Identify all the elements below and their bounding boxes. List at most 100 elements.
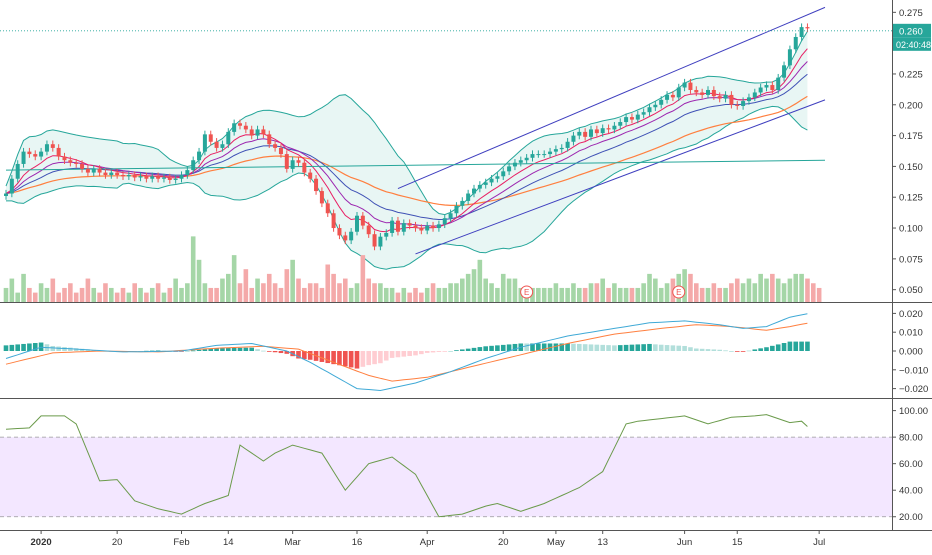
volume-bar (296, 278, 301, 302)
volume-bar (460, 278, 465, 302)
volume-bar (805, 278, 810, 302)
candle-body (243, 125, 248, 130)
macd-histogram-bar (378, 351, 383, 364)
axis-tick-label: 60.00 (899, 459, 923, 470)
volume-bar (787, 278, 793, 302)
macd-histogram-bar (190, 350, 196, 352)
macd-histogram-bar (612, 345, 617, 351)
macd-histogram-bar (694, 348, 699, 351)
volume-bar (173, 278, 178, 302)
candle-body (349, 231, 354, 241)
volume-bar (705, 287, 711, 302)
price-axis-ticks: 0.2750.2500.2250.2000.1750.1500.1250.100… (892, 8, 923, 296)
candle-body (466, 193, 471, 201)
macd-histogram-bar (553, 343, 559, 351)
macd-histogram-bar (764, 347, 769, 351)
candle-body (314, 178, 319, 192)
macd-histogram-bar (237, 347, 243, 351)
candle-body (161, 177, 166, 179)
volume-bar (161, 292, 167, 302)
volume-bar (38, 283, 44, 302)
candle-body (220, 144, 225, 148)
volume-bar (770, 273, 775, 302)
ema-fast-line (5, 48, 808, 233)
volume-bar (190, 236, 196, 302)
time-tick-label: 20 (498, 537, 509, 548)
bollinger-bands (5, 31, 808, 270)
volume-bar (360, 255, 366, 302)
macd-histogram-bar (284, 351, 290, 354)
axis-tick-label: 0.275 (899, 8, 923, 19)
macd-histogram-bar (617, 345, 623, 351)
volume-bar (68, 283, 73, 302)
macd-histogram-bar (343, 351, 348, 367)
macd-histogram-bar (495, 345, 500, 351)
axis-tick-label: 0.150 (899, 162, 923, 173)
candle-body (536, 154, 541, 156)
earnings-marker-circle (520, 285, 534, 299)
price-tag: 0.260 02:40:48 (893, 23, 931, 51)
earnings-marker: E (520, 285, 534, 299)
macd-histogram-bar (717, 349, 722, 351)
axis-tick-label: 0.020 (899, 309, 923, 320)
time-tick-label: 2020 (31, 537, 52, 548)
macd-histogram-bar (781, 343, 787, 351)
volume-bar (407, 292, 412, 302)
candle-body (629, 117, 634, 120)
macd-histogram-bar (319, 351, 325, 362)
candle-body (805, 27, 810, 29)
macd-histogram-bar (454, 350, 459, 352)
macd-histogram-bar (214, 348, 219, 351)
axis-tick-label: 0.075 (899, 254, 923, 265)
candle-body (109, 172, 114, 176)
volume-bar (220, 278, 225, 302)
candle-body (665, 94, 670, 100)
macd-histogram-bar (734, 351, 740, 352)
volume-bar (465, 273, 471, 302)
candle-body (173, 178, 178, 180)
volume-bar (290, 259, 295, 302)
macd-histogram-bar (278, 351, 284, 354)
candle-body (290, 160, 295, 169)
macd-histogram-bar (653, 344, 658, 351)
macd-histogram-bar (354, 351, 360, 369)
volume-bar (629, 287, 635, 302)
macd-histogram-bar (770, 345, 775, 351)
volume-bar (781, 283, 787, 302)
candle-body (472, 188, 476, 194)
macd-histogram-bar (752, 349, 758, 351)
candle-body (565, 141, 570, 148)
price-tag-countdown: 02:40:48 (896, 40, 931, 50)
macd-histogram-bar (588, 344, 594, 351)
candle-body (33, 154, 38, 157)
volume-bar (15, 292, 20, 302)
candle-body (284, 154, 289, 169)
volume-bar (413, 287, 418, 302)
macd-histogram-bar (524, 343, 529, 351)
earnings-marker-label: E (676, 288, 681, 297)
candle-body (62, 156, 67, 161)
candle-body (571, 135, 576, 142)
candle-body (273, 144, 278, 148)
axis-tick-label: 100.00 (899, 406, 928, 417)
macd-histogram-bar (3, 345, 9, 351)
macd-histogram-bar (465, 348, 471, 351)
candle-body (787, 49, 792, 66)
macd-histogram-bar (606, 345, 611, 351)
macd-histogram-bar (395, 351, 401, 358)
volume-bar (138, 287, 143, 302)
time-tick-label: Mar (284, 537, 300, 548)
volume-bar (56, 292, 61, 302)
macd-histogram-bar (483, 346, 488, 351)
macd-histogram-bar (477, 347, 483, 351)
volume-bar (307, 283, 313, 302)
candle-body (319, 191, 324, 204)
macd-histogram-bar (699, 348, 705, 351)
macd-histogram-bar (471, 347, 477, 351)
candle-body (723, 94, 728, 99)
axis-tick-label: 0.000 (899, 347, 923, 358)
macd-histogram-bar (664, 345, 670, 351)
volume-bar (711, 283, 717, 302)
